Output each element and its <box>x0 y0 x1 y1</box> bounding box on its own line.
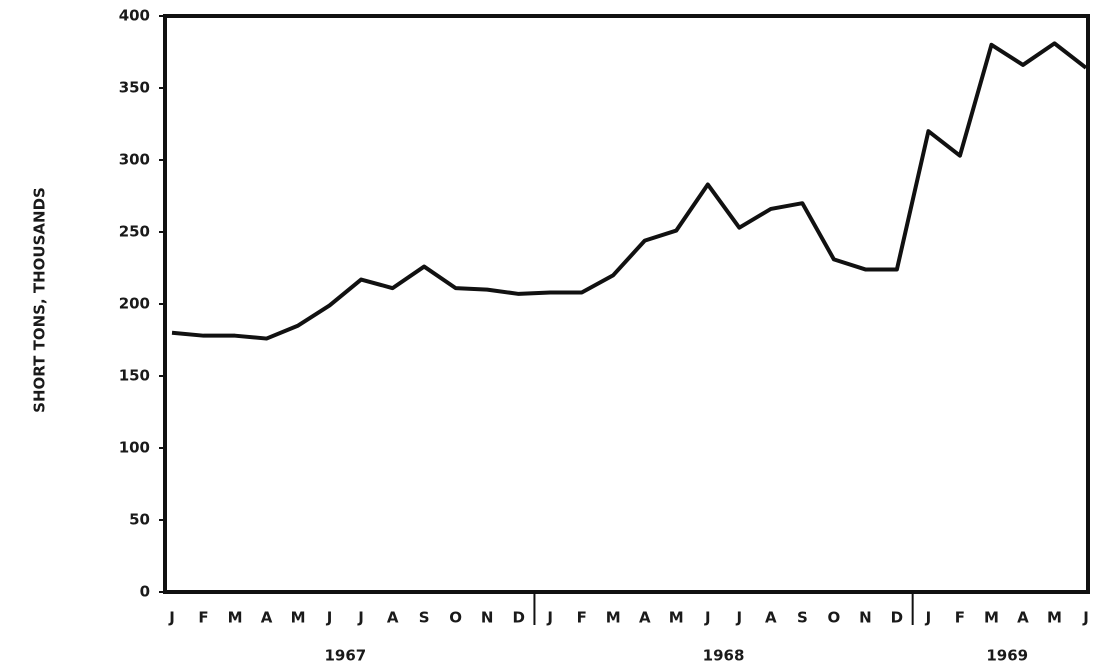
x-tick-label: F <box>955 609 965 627</box>
x-tick-label: M <box>291 609 306 627</box>
x-tick-label: A <box>387 609 399 627</box>
y-tick-label: 150 <box>119 367 150 385</box>
y-axis-label: SHORT TONS, THOUSANDS <box>31 187 49 413</box>
year-label: 1968 <box>703 647 745 665</box>
x-tick-label: J <box>1082 609 1089 627</box>
y-tick-label: 100 <box>119 439 150 457</box>
x-tick-label: A <box>261 609 273 627</box>
x-tick-label: J <box>704 609 711 627</box>
plot-frame <box>163 14 1090 594</box>
x-tick-label: F <box>577 609 587 627</box>
x-tick-label: N <box>481 609 494 627</box>
x-tick-label: D <box>512 609 524 627</box>
x-tick-label: J <box>546 609 553 627</box>
x-tick-label: S <box>797 609 808 627</box>
x-tick-label: A <box>639 609 651 627</box>
x-tick-label: J <box>168 609 175 627</box>
x-tick-label: M <box>669 609 684 627</box>
x-tick-label: F <box>198 609 208 627</box>
y-tick-label: 400 <box>119 7 150 25</box>
year-label: 1969 <box>986 647 1028 665</box>
x-tick-label: M <box>984 609 999 627</box>
y-tick-label: 50 <box>129 511 150 529</box>
y-tick-label: 350 <box>119 79 150 97</box>
data-line <box>171 41 1088 341</box>
y-tick-label: 250 <box>119 223 150 241</box>
x-tick-label: N <box>859 609 872 627</box>
x-tick-label: O <box>827 609 840 627</box>
x-tick-label: S <box>419 609 430 627</box>
x-tick-label: J <box>736 609 743 627</box>
year-label: 1967 <box>324 647 366 665</box>
x-tick-label: D <box>891 609 903 627</box>
x-tick-label: A <box>765 609 777 627</box>
x-tick-label: O <box>449 609 462 627</box>
y-tick-label: 300 <box>119 151 150 169</box>
y-tick-label: 200 <box>119 295 150 313</box>
x-tick-label: M <box>606 609 621 627</box>
x-tick-label: M <box>228 609 243 627</box>
y-tick-label: 0 <box>140 583 150 601</box>
x-tick-label: J <box>326 609 333 627</box>
x-tick-label: J <box>357 609 364 627</box>
x-tick-label: J <box>925 609 932 627</box>
x-tick-label: A <box>1017 609 1029 627</box>
x-tick-label: M <box>1047 609 1062 627</box>
